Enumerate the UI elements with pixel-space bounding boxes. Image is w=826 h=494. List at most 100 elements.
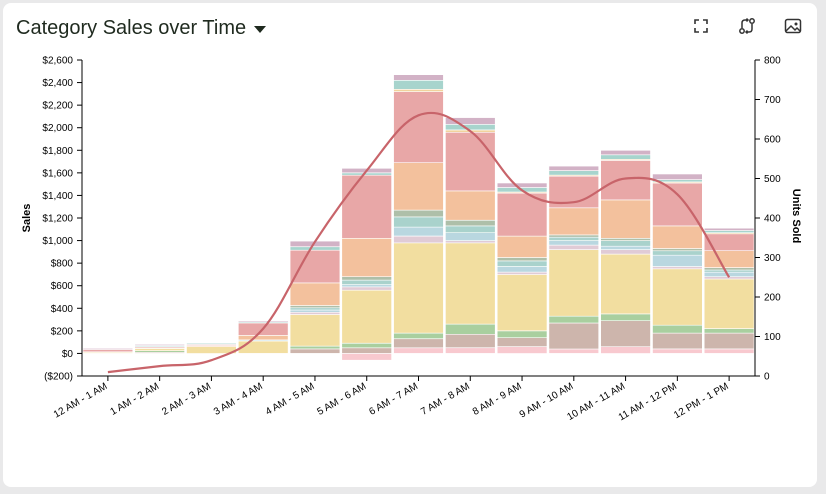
bar-segment: [548, 240, 600, 246]
y-tick-label: $2,000: [42, 123, 73, 134]
bar-segment: [393, 242, 444, 334]
bar-segment: [445, 124, 496, 131]
bar-segment: [393, 235, 444, 244]
bar-segment: [652, 324, 703, 334]
bar-segment: [445, 240, 496, 244]
bar-segment: [600, 320, 651, 348]
y-tick-label: $600: [51, 281, 74, 292]
bar-segment: [496, 271, 548, 275]
bar-segment: [548, 244, 600, 250]
bar-segment: [652, 254, 703, 267]
bar-segment: [445, 117, 496, 125]
bar-segment: [703, 348, 755, 354]
chart-toolbar: [691, 16, 803, 36]
y-tick-label: $800: [51, 259, 74, 270]
bar-segment: [393, 338, 444, 349]
bar-segment: [341, 286, 392, 291]
x-tick-label: 7 AM - 8 AM: [419, 381, 472, 418]
bar-segment: [600, 245, 651, 250]
bar-segment: [238, 320, 289, 323]
y-tick-label: $1,800: [42, 146, 73, 157]
bar-segment: [548, 234, 600, 238]
bar-segment: [548, 165, 600, 171]
bar-segment: [652, 332, 703, 350]
bar-segment: [393, 74, 444, 81]
bar-segment: [289, 282, 341, 306]
x-tick-label: 2 AM - 3 AM: [160, 381, 213, 418]
y-tick-label: $200: [51, 326, 74, 337]
bar-segment: [703, 233, 755, 252]
bar-segment: [186, 342, 237, 345]
y2-tick-label: 400: [764, 214, 781, 225]
bar-segment: [134, 344, 185, 346]
bar-segment: [393, 80, 444, 90]
x-tick-label: 3 AM - 4 AM: [212, 381, 265, 418]
x-tick-label: 11 AM - 12 PM: [617, 381, 679, 423]
bar-segment: [82, 349, 134, 353]
x-tick-label: 8 AM - 9 AM: [471, 381, 524, 418]
y-tick-label: $400: [51, 304, 74, 315]
bar-segment: [496, 257, 548, 262]
bar-segment: [600, 238, 651, 241]
swap-icon[interactable]: [737, 16, 757, 36]
bar-segment: [496, 182, 548, 188]
bar-segment: [548, 315, 600, 324]
bar-segment: [548, 207, 600, 236]
bar-segment: [445, 242, 496, 325]
image-icon[interactable]: [783, 16, 803, 36]
y2-tick-label: 800: [764, 56, 781, 67]
units-sold-line: [107, 111, 731, 374]
bar-segment: [703, 267, 755, 271]
bar-segment: [548, 170, 600, 176]
bar-segment: [393, 347, 444, 354]
bar-segment: [445, 347, 496, 354]
bar-segment: [652, 182, 703, 227]
y2-tick-label: 0: [764, 372, 770, 383]
x-tick-label: 1 AM - 2 AM: [108, 381, 161, 418]
y-tick-label: ($200): [44, 372, 73, 383]
bar-segment: [238, 340, 289, 354]
bar-segment: [341, 353, 392, 361]
y-tick-label: $1,400: [42, 191, 73, 202]
bar-segment: [186, 346, 237, 354]
bar-segment: [548, 236, 600, 241]
bar-segment: [289, 305, 341, 309]
bar-segment: [548, 322, 600, 350]
bar-segment: [82, 348, 134, 350]
chevron-down-icon[interactable]: [254, 25, 267, 33]
x-tick-label: 6 AM - 7 AM: [367, 381, 420, 418]
bar-segment: [393, 209, 444, 218]
fullscreen-icon[interactable]: [691, 16, 711, 36]
y-tick-label: $2,600: [42, 56, 73, 67]
y2-tick-label: 200: [764, 293, 781, 304]
y2-tick-label: 600: [764, 135, 781, 146]
chart-title: Category Sales over Time: [16, 16, 247, 39]
bar-segment: [445, 131, 496, 192]
bar-segment: [393, 216, 444, 228]
bar-segment: [652, 173, 703, 180]
bar-segment: [496, 260, 548, 267]
bar-segment: [341, 279, 392, 285]
bar-segment: [341, 174, 392, 239]
y2-tick-label: 100: [764, 332, 781, 343]
bar-segment: [134, 348, 185, 351]
bar-segment: [445, 220, 496, 227]
y-tick-label: $0: [62, 349, 74, 360]
bar-segment: [445, 232, 496, 241]
bar-segment: [341, 289, 392, 344]
y-tick-label: $2,400: [42, 78, 73, 89]
bar-segment: [341, 347, 392, 354]
y-tick-label: $1,000: [42, 236, 73, 247]
bar-segment: [341, 342, 392, 349]
bar-segment: [652, 266, 703, 270]
bar-segment: [600, 199, 651, 239]
bar-segment: [652, 348, 703, 354]
bar-segment: [703, 278, 755, 329]
bar-segment: [703, 332, 755, 350]
bar-segment: [703, 227, 755, 231]
y-tick-label: $2,200: [42, 101, 73, 112]
bar-segment: [703, 250, 755, 268]
bar-segment: [289, 309, 341, 313]
bar-segment: [341, 238, 392, 278]
